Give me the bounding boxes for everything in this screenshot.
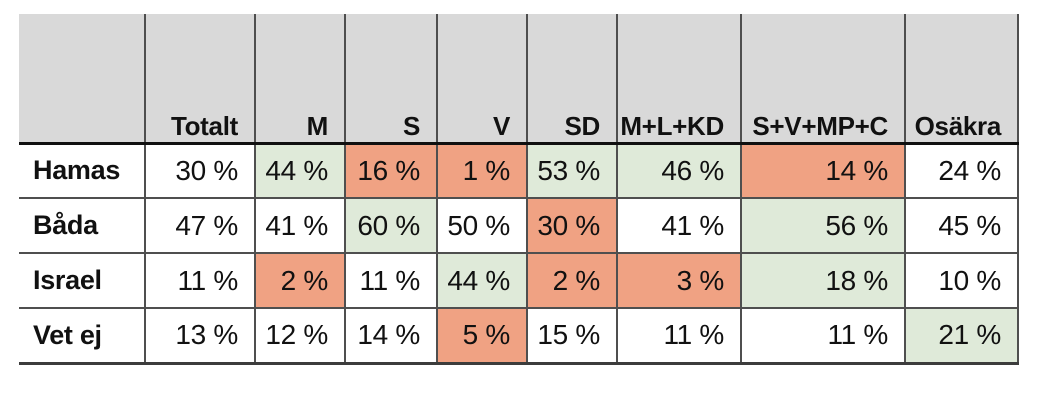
table-cell: 44 % [254,143,345,198]
column-header-m: M [254,14,345,145]
table-row-israel: Israel 11 % 2 % 11 % 44 % 2 % 3 % 18 % 1… [19,253,1019,308]
table-cell: 11 % [740,308,905,363]
column-header-m-l-kd: M+L+KD [616,14,741,145]
table-cell: 14 % [344,308,437,363]
row-label-vet-ej: Vet ej [19,308,145,363]
column-header-s-v-mp-c: S+V+MP+C [740,14,905,145]
table-cell: 41 % [254,198,345,253]
table-cell: 15 % [526,308,617,363]
survey-results-table: Totalt M S V SD M+L+KD S+V+MP+C Osäkra H… [19,14,1019,365]
table-cell: 21 % [904,308,1019,363]
table-cell: 18 % [740,253,905,308]
row-label-hamas: Hamas [19,143,145,198]
table-cell: 45 % [904,198,1019,253]
header-row: Totalt M S V SD M+L+KD S+V+MP+C Osäkra [19,14,1019,145]
table-cell: 10 % [904,253,1019,308]
table-cell: 50 % [436,198,527,253]
table-cell: 56 % [740,198,905,253]
table-row-vet-ej: Vet ej 13 % 12 % 14 % 5 % 15 % 11 % 11 %… [19,308,1019,363]
row-label-israel: Israel [19,253,145,308]
table-cell: 60 % [344,198,437,253]
column-header-osakra: Osäkra [904,14,1019,145]
column-header-totalt: Totalt [144,14,255,145]
table-cell: 30 % [526,198,617,253]
row-label-bada: Båda [19,198,145,253]
table-cell: 3 % [616,253,741,308]
table-cell: 11 % [344,253,437,308]
table-cell: 16 % [344,143,437,198]
table-cell: 30 % [144,143,255,198]
table-cell: 2 % [526,253,617,308]
table-cell: 1 % [436,143,527,198]
table-cell: 46 % [616,143,741,198]
table-cell: 11 % [144,253,255,308]
table-cell: 12 % [254,308,345,363]
column-header-s: S [344,14,437,145]
table-cell: 53 % [526,143,617,198]
table-cell: 47 % [144,198,255,253]
table-cell: 11 % [616,308,741,363]
table-cell: 13 % [144,308,255,363]
column-header-sd: SD [526,14,617,145]
table-row-bada: Båda 47 % 41 % 60 % 50 % 30 % 41 % 56 % … [19,198,1019,253]
table-cell: 24 % [904,143,1019,198]
corner-header-cell [19,14,145,145]
table-cell: 41 % [616,198,741,253]
table-cell: 5 % [436,308,527,363]
table-cell: 14 % [740,143,905,198]
column-header-v: V [436,14,527,145]
table-cell: 2 % [254,253,345,308]
table-row-hamas: Hamas 30 % 44 % 16 % 1 % 53 % 46 % 14 % … [19,143,1019,198]
table-cell: 44 % [436,253,527,308]
